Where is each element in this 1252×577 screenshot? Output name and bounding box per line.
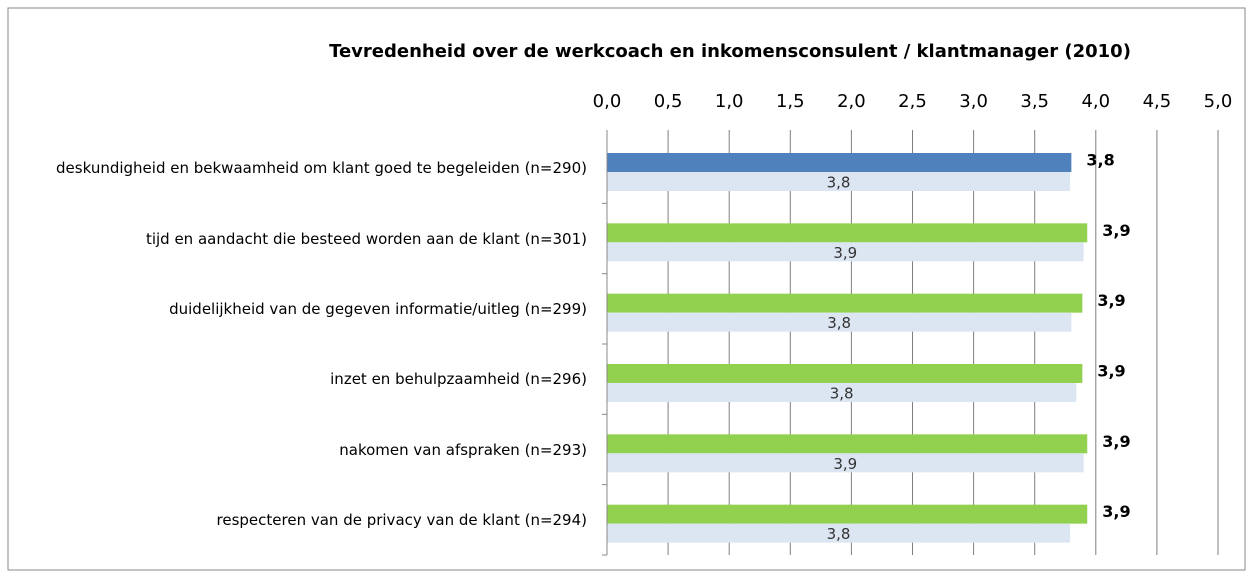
value-label: 3,8 xyxy=(830,385,854,403)
value-label: 3,9 xyxy=(1097,291,1125,310)
bar xyxy=(607,312,1072,332)
chart-title: Tevredenheid over de werkcoach en inkome… xyxy=(329,41,1131,62)
bar xyxy=(607,223,1088,243)
bar xyxy=(607,242,1084,262)
value-label: 3,8 xyxy=(827,174,851,192)
x-tick-label: 2,5 xyxy=(898,91,927,112)
x-tick-label: 3,5 xyxy=(1020,91,1049,112)
x-tick-label: 5,0 xyxy=(1204,91,1233,112)
value-label: 3,9 xyxy=(1102,221,1130,240)
x-tick-label: 3,0 xyxy=(959,91,988,112)
bar xyxy=(607,504,1088,524)
category-label: tijd en aandacht die besteed worden aan … xyxy=(145,229,587,248)
chart-frame xyxy=(7,7,1246,571)
bar xyxy=(607,523,1071,543)
category-label: nakomen van afspraken (n=293) xyxy=(339,440,587,459)
category-label: deskundigheid en bekwaamheid om klant go… xyxy=(56,159,587,178)
value-label: 3,9 xyxy=(833,244,857,262)
x-tick-label: 1,5 xyxy=(776,91,805,112)
bar xyxy=(607,383,1077,402)
bar xyxy=(607,453,1084,473)
value-label: 3,8 xyxy=(827,314,851,332)
value-label: 3,9 xyxy=(1102,502,1130,521)
value-label: 3,9 xyxy=(1102,432,1130,451)
value-label: 3,8 xyxy=(827,525,851,543)
x-tick-label: 4,5 xyxy=(1143,91,1172,112)
category-label: inzet en behulpzaamheid (n=296) xyxy=(330,370,587,389)
value-label: 3,8 xyxy=(1086,151,1114,170)
value-label: 3,9 xyxy=(1097,362,1125,381)
bar xyxy=(607,153,1072,172)
x-tick-label: 2,0 xyxy=(837,91,866,112)
bar xyxy=(607,293,1083,313)
x-tick-label: 1,0 xyxy=(715,91,744,112)
value-label: 3,9 xyxy=(833,455,857,473)
x-tick-label: 0,5 xyxy=(654,91,683,112)
bar xyxy=(607,434,1088,454)
bar xyxy=(607,172,1071,191)
category-label: respecteren van de privacy van de klant … xyxy=(216,510,587,529)
bar xyxy=(607,364,1083,383)
x-tick-label: 0,0 xyxy=(593,91,622,112)
x-tick-label: 4,0 xyxy=(1081,91,1110,112)
category-label: duidelijkheid van de gegeven informatie/… xyxy=(169,299,587,318)
